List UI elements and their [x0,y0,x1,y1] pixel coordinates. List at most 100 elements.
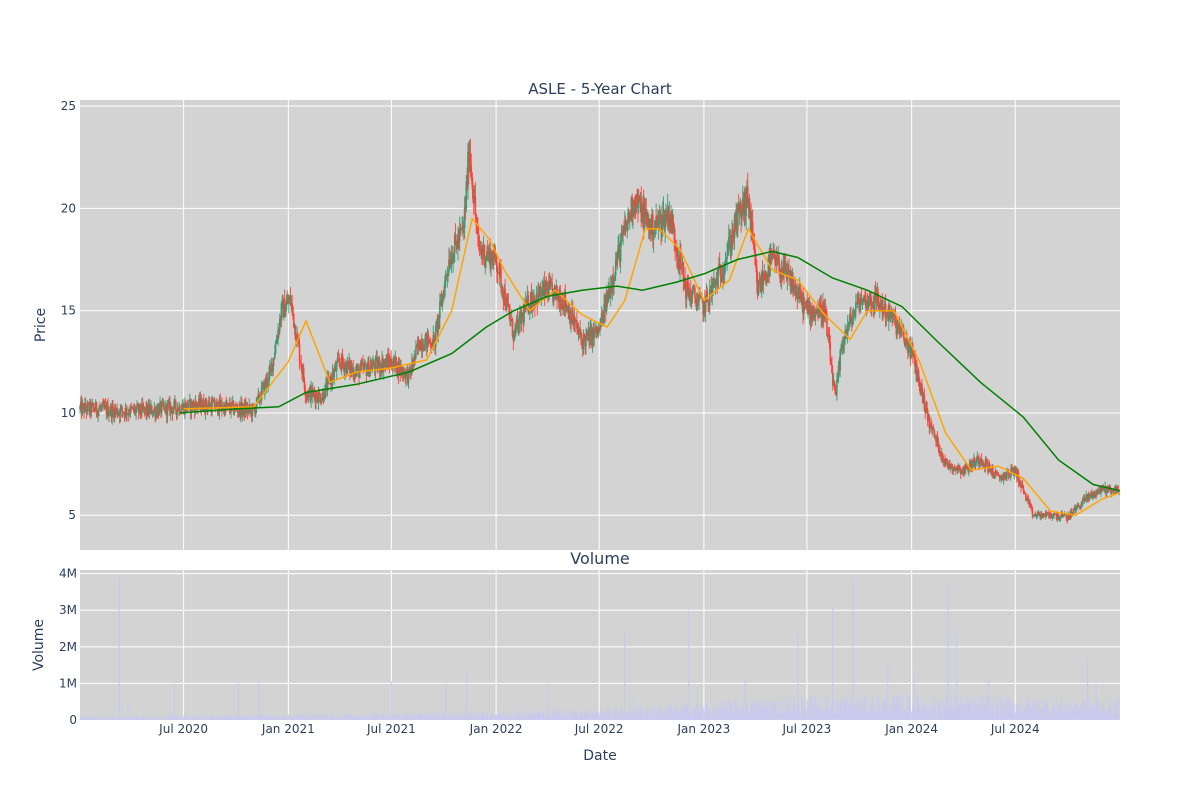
candle-body [1046,512,1049,515]
candle-body [153,408,156,411]
candle-body [736,209,738,231]
candle-body [644,208,647,212]
candle-body [194,401,197,413]
candle-body [815,311,818,314]
date-tick-label: Jan 2021 [261,722,315,736]
candle-body [523,307,525,323]
candle-body [150,405,152,408]
candle-body [893,314,895,315]
candle-body [171,408,174,414]
candle-body [750,213,752,231]
candle-body [924,410,927,413]
candle-body [869,292,872,304]
candle-body [503,288,506,302]
candle-body [881,300,884,314]
candle-body [817,309,819,316]
candle-body [303,380,306,390]
candle-body [426,334,429,348]
candle-body [1053,512,1056,515]
candle-body [737,204,739,231]
candle-body [562,299,564,307]
candle-body [651,214,653,235]
candle-body [488,248,491,253]
candle-body [256,396,259,398]
candle-body [486,251,488,259]
candle-body [196,405,199,408]
candle-body [1082,498,1084,505]
candle-body [226,405,228,407]
candle-body [680,250,682,266]
candle-body [812,309,815,314]
candle-body [415,345,418,347]
candle-body [841,345,843,349]
candle-body [624,223,627,228]
candle-body [590,328,592,330]
candle-body [964,468,966,471]
candle-body [945,459,947,466]
candle-body [172,409,175,414]
candle-body [571,308,574,324]
candle-body [613,280,615,285]
candle-body [826,314,828,336]
candle-body [531,300,534,310]
candle-body [372,361,374,366]
candle-body [265,377,268,386]
candle-body [313,392,316,396]
candle-body [553,285,556,290]
candle-body [275,341,278,344]
candle-body [997,475,1000,477]
candle-body [170,405,173,409]
candle-body [733,215,736,239]
candle-body [1059,515,1062,519]
candle-body [480,249,482,252]
candle-body [544,280,547,297]
candle-body [570,320,572,325]
candle-body [505,306,507,310]
candle-body [917,370,920,380]
candle-body [440,301,443,307]
candle-body [220,402,222,409]
candle-body [549,282,552,287]
candle-body [484,258,487,266]
volume-axis-label: Volume [31,619,47,671]
candle-body [376,357,378,369]
candle-body [273,358,275,360]
candle-body [121,406,123,412]
candle-body [205,399,208,408]
candle-body [1025,493,1027,501]
candle-body [849,313,851,322]
candle-body [326,377,329,392]
candle-body [178,406,180,411]
price-candles [79,138,1120,524]
candle-body [295,339,298,343]
candle-body [1013,467,1016,475]
candle-body [728,236,731,238]
candle-body [727,249,729,254]
candle-body [1004,472,1007,478]
candle-body [632,214,634,218]
candle-body [161,402,164,404]
candle-body [695,302,698,310]
candle-body [974,462,977,467]
candle-body [762,280,765,285]
candle-body [1095,489,1097,497]
candle-body [513,330,515,341]
candle-body [294,324,297,340]
candle-body [441,296,444,307]
candle-body [633,199,635,215]
candle-body [680,265,683,267]
candle-body [650,219,652,235]
candle-body [136,404,139,406]
candle-body [1058,517,1060,519]
candle-body [354,375,356,377]
candle-body [759,280,761,288]
candle-body [382,358,384,372]
candle-body [609,287,611,299]
candle-body [508,306,511,314]
candle-body [840,348,842,351]
candle-body [578,328,581,332]
candle-body [682,262,685,282]
candle-body [863,295,865,298]
candle-body [587,329,590,337]
candle-body [1017,472,1020,483]
